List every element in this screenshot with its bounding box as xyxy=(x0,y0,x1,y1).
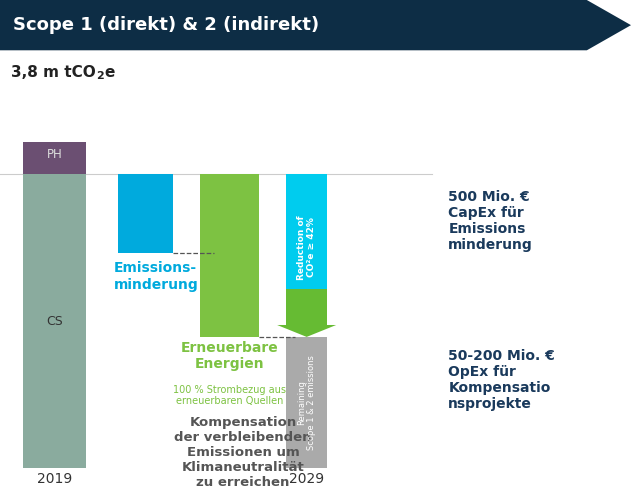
Text: 2019: 2019 xyxy=(37,472,72,486)
Bar xyxy=(118,174,173,254)
Bar xyxy=(286,174,327,289)
Text: CS: CS xyxy=(46,314,63,327)
Bar xyxy=(23,142,86,174)
Text: 100 % Strombezug aus
erneuerbaren Quellen: 100 % Strombezug aus erneuerbaren Quelle… xyxy=(173,385,286,406)
Text: Emissions-
minderung: Emissions- minderung xyxy=(114,262,198,292)
Polygon shape xyxy=(0,0,631,50)
Text: 3,8 m tCO: 3,8 m tCO xyxy=(11,65,96,80)
Text: 500 Mio. €
CapEx für
Emissions
minderung: 500 Mio. € CapEx für Emissions minderung xyxy=(448,190,533,253)
Text: 2029: 2029 xyxy=(289,472,324,486)
Text: Kompensation
der verbleibenden
Emissionen um
Klimaneutralität
zu erreichen: Kompensation der verbleibenden Emissione… xyxy=(174,416,312,489)
Polygon shape xyxy=(277,325,336,337)
Bar xyxy=(200,174,259,337)
Bar xyxy=(286,289,327,325)
Text: Scope 1 (direkt) & 2 (indirekt): Scope 1 (direkt) & 2 (indirekt) xyxy=(13,16,319,34)
Bar xyxy=(286,337,327,468)
Text: Reduction of
CO²e ≥ 42%: Reduction of CO²e ≥ 42% xyxy=(297,215,316,280)
Text: e: e xyxy=(104,65,114,80)
Text: 2: 2 xyxy=(97,71,104,81)
Text: PH: PH xyxy=(47,147,62,160)
Bar xyxy=(23,174,86,468)
Text: Erneuerbare
Energien: Erneuerbare Energien xyxy=(180,341,278,371)
Text: Remaining
Scope 1 & 2 emissions: Remaining Scope 1 & 2 emissions xyxy=(297,355,316,450)
Text: 50-200 Mio. €
OpEx für
Kompensatio
nsprojekte: 50-200 Mio. € OpEx für Kompensatio nspro… xyxy=(448,349,555,411)
